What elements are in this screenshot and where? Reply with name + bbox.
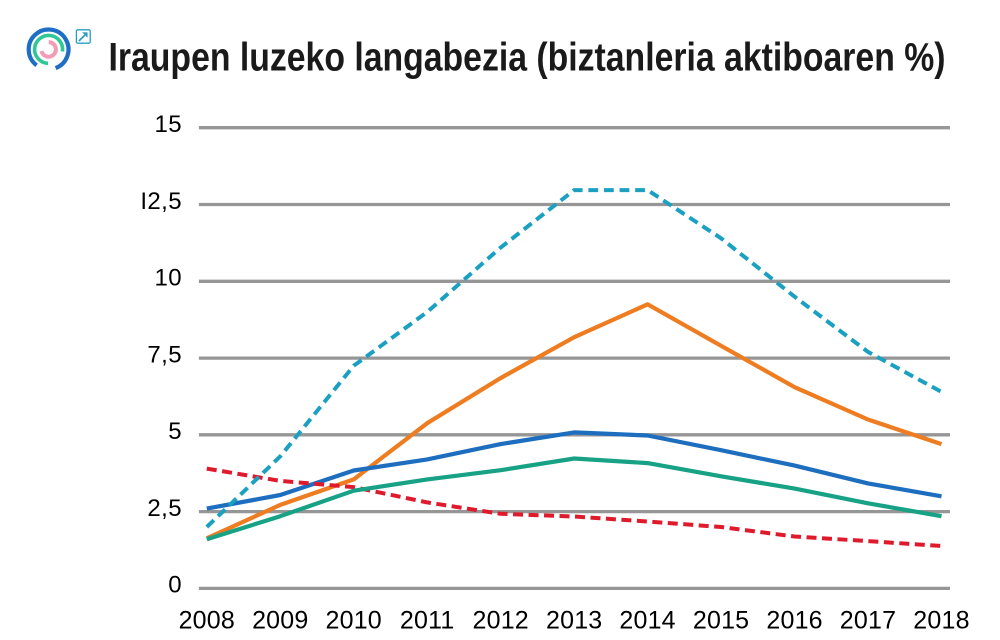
svg-text:2009: 2009 [252,607,308,635]
svg-text:2015: 2015 [693,607,749,635]
svg-text:2,5: 2,5 [147,495,182,522]
svg-text:2011: 2011 [400,607,455,635]
svg-text:2017: 2017 [840,607,896,635]
svg-text:7,5: 7,5 [147,341,182,368]
svg-text:2010: 2010 [325,607,381,635]
svg-text:2014: 2014 [619,607,675,635]
svg-text:2008: 2008 [179,607,235,635]
svg-text:0: 0 [168,572,182,599]
svg-text:2012: 2012 [472,607,528,635]
svg-text:10: 10 [155,265,183,292]
svg-text:2018: 2018 [913,607,969,635]
svg-text:Iraupen luzeko langabezia (biz: Iraupen luzeko langabezia (biztanleria a… [109,36,946,80]
svg-text:15: 15 [155,111,183,138]
svg-text:2016: 2016 [766,607,822,635]
svg-text:5: 5 [168,418,182,445]
svg-text:I2,5: I2,5 [140,188,182,215]
svg-text:2013: 2013 [546,607,602,635]
